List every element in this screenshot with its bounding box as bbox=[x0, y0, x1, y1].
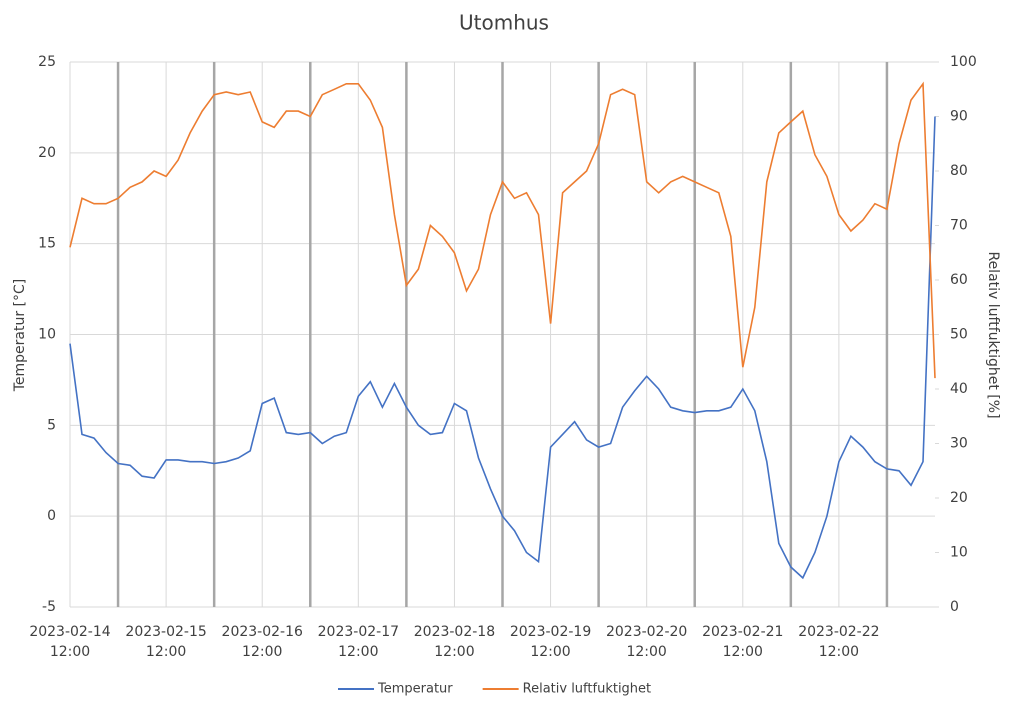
y2-tick-label: 80 bbox=[950, 163, 968, 179]
y2-tick-label: 100 bbox=[950, 54, 977, 70]
y-axis-title: Temperatur [°C] bbox=[12, 279, 28, 393]
data-line bbox=[69, 81, 936, 379]
y2-tick-label: 20 bbox=[950, 490, 968, 506]
y2-tick-label: 90 bbox=[950, 109, 968, 125]
x-tick-label: 2023-02-16 12:00 bbox=[221, 624, 303, 660]
y-tick-label: 10 bbox=[38, 327, 56, 343]
x-tick-label: 2023-02-22 12:00 bbox=[798, 624, 880, 660]
x-tick-label: 2023-02-15 12:00 bbox=[125, 624, 207, 660]
y-tick-label: 20 bbox=[38, 145, 56, 161]
legend-label: Relativ luftfuktighet bbox=[523, 682, 652, 697]
y-tick-label: 0 bbox=[47, 508, 56, 524]
y2-tick-label: 40 bbox=[950, 381, 968, 397]
chart-title: Utomhus bbox=[459, 11, 549, 35]
y2-tick-label: 10 bbox=[950, 545, 968, 561]
x-tick-label: 2023-02-17 12:00 bbox=[317, 624, 400, 660]
y-tick-label: 25 bbox=[38, 54, 56, 70]
y-tick-label: 15 bbox=[38, 236, 56, 252]
x-tick-label: 2023-02-14 12:00 bbox=[29, 624, 111, 660]
data-line bbox=[69, 116, 936, 580]
y2-tick-label: 50 bbox=[950, 327, 968, 343]
y2-tick-label: 70 bbox=[950, 218, 968, 234]
x-tick-label: 2023-02-21 12:00 bbox=[702, 624, 784, 660]
x-tick-label: 2023-02-19 12:00 bbox=[509, 624, 592, 660]
y-tick-label: -5 bbox=[42, 599, 56, 615]
legend-label: Temperatur bbox=[377, 682, 453, 697]
x-tick-label: 2023-02-18 12:00 bbox=[413, 624, 496, 660]
y2-tick-label: 0 bbox=[950, 599, 959, 615]
y-tick-label: 5 bbox=[47, 417, 56, 433]
y2-tick-label: 60 bbox=[950, 272, 968, 288]
y2-tick-label: 30 bbox=[950, 436, 968, 452]
x-tick-label: 2023-02-20 12:00 bbox=[605, 624, 688, 660]
y2-axis-title: Relativ luftfuktighet [%] bbox=[985, 251, 1001, 418]
